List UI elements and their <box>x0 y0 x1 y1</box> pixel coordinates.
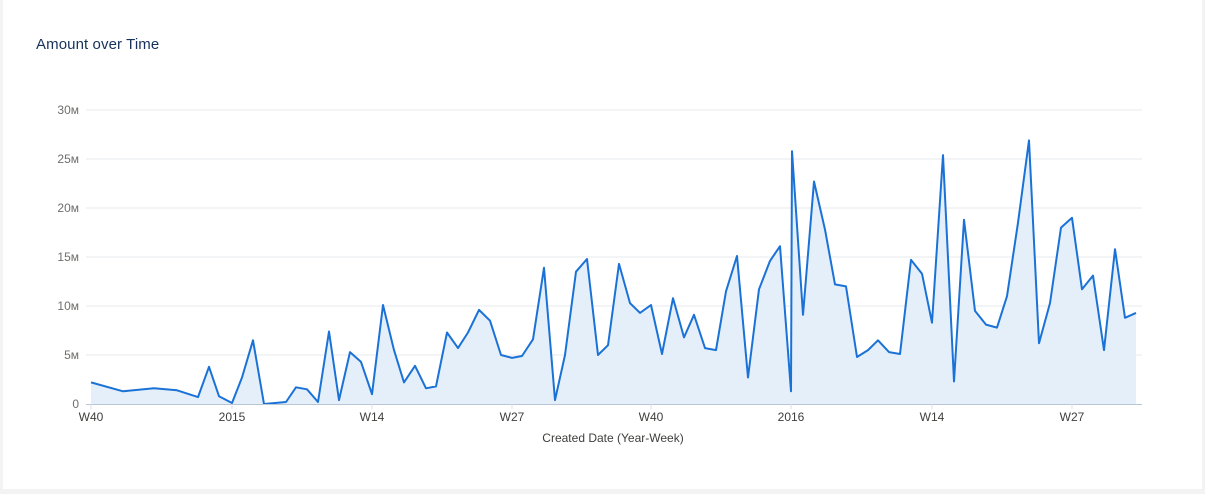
chart-card: Amount over Time <box>3 0 1202 489</box>
chart-title: Amount over Time <box>36 36 160 53</box>
y-axis-ticks: 0 5м 10м 15м 20м 25м 30м <box>57 103 79 411</box>
series-line-amount[interactable] <box>90 139 1137 405</box>
x-tick-label: W27 <box>500 410 525 424</box>
x-tick-label: 2016 <box>778 410 805 424</box>
y-tick-label: 30м <box>57 103 79 117</box>
y-tick-label: 15м <box>57 250 79 264</box>
series-area-fill <box>91 140 1136 404</box>
y-tick-label: 5м <box>64 348 79 362</box>
x-axis-ticks: W40 2015 W14 W27 W40 2016 W14 W27 <box>79 404 1085 424</box>
x-tick-label: W14 <box>920 410 945 424</box>
y-tick-label: 20м <box>57 201 79 215</box>
y-tick-label: 25м <box>57 152 79 166</box>
x-axis-title: Created Date (Year-Week) <box>542 431 683 445</box>
x-tick-label: W40 <box>79 410 104 424</box>
x-tick-label: 2015 <box>219 410 246 424</box>
x-tick-label: W27 <box>1060 410 1085 424</box>
y-tick-label: 10м <box>57 299 79 313</box>
x-tick-label: W40 <box>639 410 664 424</box>
x-tick-label: W14 <box>360 410 385 424</box>
y-tick-label: 0 <box>72 397 79 411</box>
